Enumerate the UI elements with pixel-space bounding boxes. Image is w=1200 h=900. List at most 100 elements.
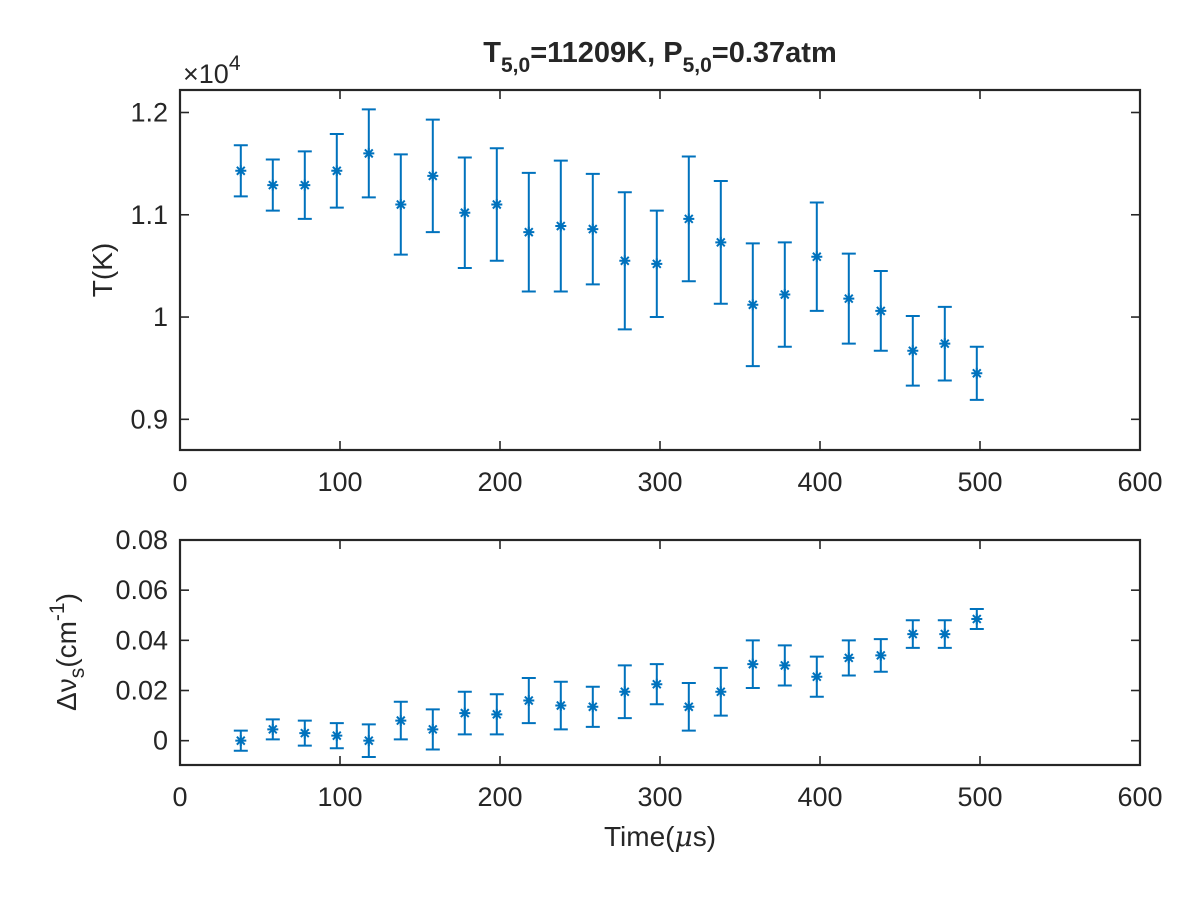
temperature-data-point bbox=[265, 158, 280, 212]
temperature-data-point bbox=[393, 153, 408, 256]
temperature-asterisk-marker bbox=[235, 165, 247, 177]
linewidth-data-point bbox=[841, 639, 856, 677]
temperature-asterisk-marker bbox=[971, 367, 983, 379]
ylabel-unit-close: ) bbox=[51, 593, 82, 602]
linewidth-data-point bbox=[777, 644, 792, 687]
temperature-asterisk-marker bbox=[843, 293, 855, 305]
title-t-symbol: T bbox=[483, 37, 501, 69]
ylabel-unit-superscript: -1 bbox=[46, 602, 69, 621]
temperature-asterisk-marker bbox=[747, 299, 759, 311]
linewidth-data-point bbox=[425, 708, 440, 751]
temperature-x-tick-label: 300 bbox=[637, 467, 682, 497]
temperature-y-tick-label: 0.9 bbox=[130, 404, 168, 434]
title-p-value: =0.37atm bbox=[712, 37, 837, 69]
linewidth-data-point bbox=[553, 680, 568, 731]
temperature-x-tick-label: 0 bbox=[172, 467, 187, 497]
temperature-asterisk-marker bbox=[299, 179, 311, 191]
title-t-value: =11209K, bbox=[530, 37, 663, 69]
linewidth-asterisk-marker bbox=[299, 727, 311, 739]
time-x-axis-label: Time(μs) bbox=[604, 820, 716, 853]
temperature-data-point bbox=[617, 191, 632, 331]
temperature-data-point bbox=[649, 209, 664, 319]
linewidth-data-point bbox=[585, 685, 600, 728]
linewidth-asterisk-marker bbox=[587, 701, 599, 713]
temperature-asterisk-marker bbox=[587, 223, 599, 235]
xlabel-prefix: Time( bbox=[604, 821, 675, 852]
linewidth-data-point bbox=[873, 638, 888, 673]
temperature-data-point bbox=[873, 270, 888, 352]
temperature-asterisk-marker bbox=[939, 338, 951, 350]
temperature-data-point bbox=[713, 180, 728, 305]
ylabel-unit-open: (cm bbox=[51, 621, 82, 668]
linewidth-asterisk-marker bbox=[395, 715, 407, 727]
temperature-plot-ticks: 0 100 200 300 400 500 600 0.9 1 1.1 1.2 bbox=[130, 90, 1163, 497]
linewidth-asterisk-marker bbox=[651, 678, 663, 690]
temperature-x-tick-label: 200 bbox=[477, 467, 522, 497]
temperature-asterisk-marker bbox=[619, 255, 631, 267]
linewidth-y-tick-label: 0.08 bbox=[115, 525, 168, 555]
linewidth-asterisk-marker bbox=[843, 652, 855, 664]
linewidth-y-tick-label: 0.06 bbox=[115, 575, 168, 605]
linewidth-asterisk-marker bbox=[619, 686, 631, 698]
temperature-y-axis-label: T(K) bbox=[87, 243, 118, 297]
temperature-y-tick-label: 1.1 bbox=[130, 200, 168, 230]
linewidth-y-tick-label: 0.04 bbox=[115, 625, 168, 655]
temperature-asterisk-marker bbox=[395, 199, 407, 211]
ylabel-delta-nu: Δν bbox=[51, 678, 82, 711]
linewidth-plot-frame bbox=[178, 538, 1142, 767]
temperature-asterisk-marker bbox=[779, 289, 791, 301]
temperature-asterisk-marker bbox=[267, 179, 279, 191]
linewidth-asterisk-marker bbox=[715, 686, 727, 698]
temperature-plot-marks bbox=[233, 108, 984, 401]
linewidth-asterisk-marker bbox=[555, 700, 567, 712]
temperature-data-point bbox=[297, 150, 312, 220]
linewidth-plot-marks bbox=[233, 607, 984, 758]
linewidth-data-point bbox=[809, 655, 824, 698]
xlabel-suffix: s) bbox=[693, 821, 716, 852]
linewidth-y-tick-label: 0.02 bbox=[115, 676, 168, 706]
temperature-x-tick-label: 100 bbox=[317, 467, 362, 497]
linewidth-plot-ticks: 0 100 200 300 400 500 600 0 0.02 0.04 0.06 0.08 bbox=[115, 525, 1162, 812]
linewidth-asterisk-marker bbox=[459, 707, 471, 719]
linewidth-x-tick-label: 300 bbox=[637, 782, 682, 812]
linewidth-data-point bbox=[713, 666, 728, 717]
linewidth-data-point bbox=[457, 690, 472, 736]
temperature-asterisk-marker bbox=[555, 220, 567, 232]
ylabel-subscript: s bbox=[66, 668, 89, 679]
linewidth-y-tick-label: 0 bbox=[153, 726, 168, 756]
temperature-data-point bbox=[681, 155, 696, 283]
linewidth-data-point bbox=[649, 663, 664, 706]
xlabel-mu: μ bbox=[674, 820, 692, 853]
temperature-data-point bbox=[521, 171, 536, 293]
linewidth-y-axis-label: Δνs(cm-1) bbox=[46, 593, 89, 711]
temperature-x-tick-label: 500 bbox=[957, 467, 1002, 497]
temperature-asterisk-marker bbox=[811, 251, 823, 263]
temperature-data-point bbox=[937, 305, 952, 382]
linewidth-x-tick-label: 0 bbox=[172, 782, 187, 812]
chart-title: T5,0=11209K, P5,0=0.37atm bbox=[483, 37, 836, 77]
temperature-data-point bbox=[233, 144, 248, 198]
linewidth-data-point bbox=[489, 693, 504, 736]
linewidth-asterisk-marker bbox=[939, 628, 951, 640]
linewidth-data-point bbox=[937, 619, 952, 649]
linewidth-data-point bbox=[329, 722, 344, 750]
temperature-plot-frame bbox=[178, 88, 1142, 452]
linewidth-data-point bbox=[617, 664, 632, 720]
temperature-data-point bbox=[809, 201, 824, 312]
temperature-data-point bbox=[841, 252, 856, 345]
temperature-data-point bbox=[585, 172, 600, 286]
exponent-power: 4 bbox=[229, 52, 241, 75]
linewidth-asterisk-marker bbox=[331, 730, 343, 742]
temperature-data-point bbox=[489, 147, 504, 262]
linewidth-data-point bbox=[521, 676, 536, 725]
linewidth-asterisk-marker bbox=[907, 628, 919, 640]
temperature-data-point bbox=[553, 159, 568, 293]
temperature-data-point bbox=[329, 132, 344, 209]
linewidth-asterisk-marker bbox=[747, 658, 759, 670]
linewidth-data-point bbox=[745, 639, 760, 689]
linewidth-data-point bbox=[361, 723, 376, 758]
temperature-data-point bbox=[457, 156, 472, 269]
temperature-exponent-label: ×104 bbox=[183, 52, 241, 89]
linewidth-x-tick-label: 600 bbox=[1117, 782, 1162, 812]
